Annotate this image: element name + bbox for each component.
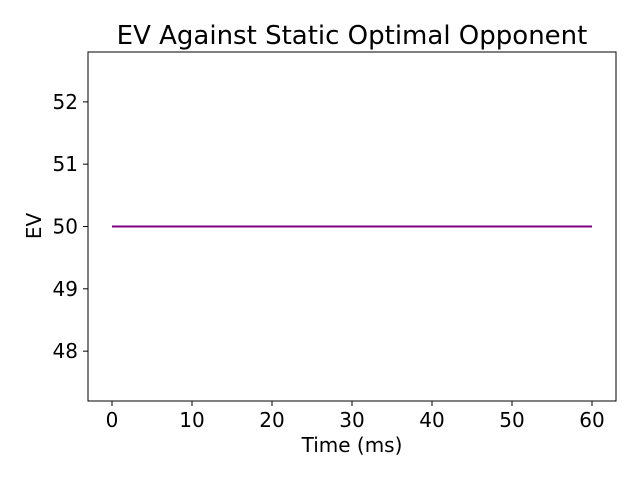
x-tick-label: 40 [419, 408, 444, 432]
y-tick-label: 49 [53, 277, 78, 301]
x-tick-label: 50 [499, 408, 524, 432]
x-tick-label: 60 [579, 408, 604, 432]
y-tick-label: 52 [53, 90, 78, 114]
x-tick-label: 10 [179, 408, 204, 432]
x-axis-label: Time (ms) [301, 433, 403, 457]
chart-title: EV Against Static Optimal Opponent [117, 21, 588, 51]
x-tick-label: 30 [339, 408, 364, 432]
y-tick-label: 50 [53, 215, 78, 239]
y-axis-label: EV [22, 213, 46, 240]
x-tick-label: 20 [259, 408, 284, 432]
y-tick-label: 48 [53, 339, 78, 363]
x-tick-label: 0 [106, 408, 119, 432]
y-tick-label: 51 [53, 152, 78, 176]
